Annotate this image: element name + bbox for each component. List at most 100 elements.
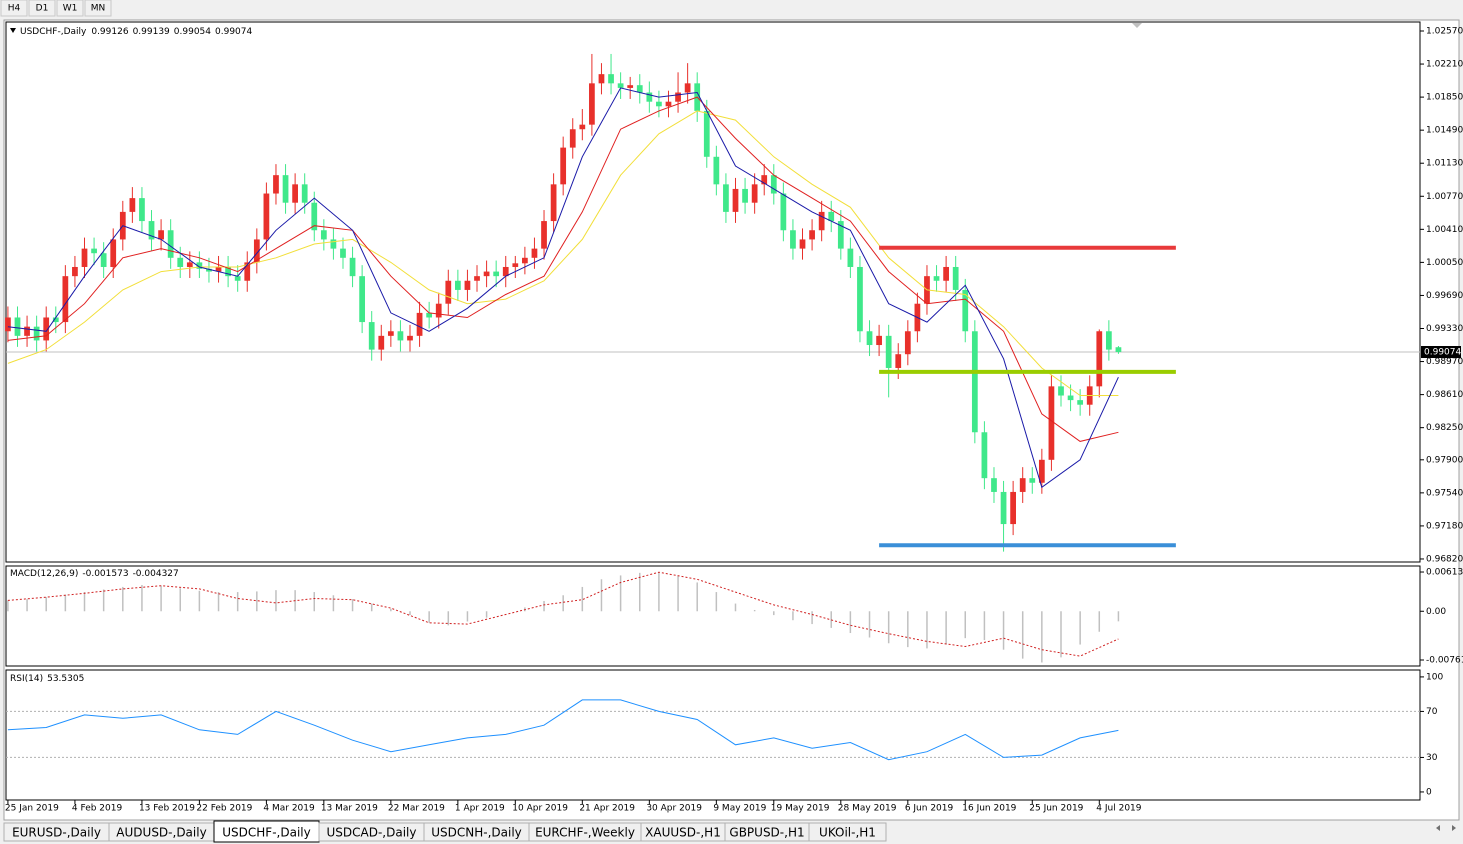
candle-body [1096, 331, 1103, 387]
macd-main-value: -0.001573 [82, 569, 128, 579]
candle-body [483, 271, 490, 277]
candle-body [340, 248, 346, 258]
tab-scroll-left[interactable] [1436, 825, 1440, 831]
tab[interactable]: USDCHF-,Daily [213, 820, 320, 843]
y-tick-label: 1.01130 [1426, 159, 1463, 169]
tab[interactable]: EURCHF-,Weekly [528, 822, 642, 842]
y-tick-label: 0.98610 [1426, 390, 1463, 400]
candle-body [608, 74, 614, 84]
timeframe-button[interactable]: MN [84, 0, 112, 17]
candle-body [751, 184, 758, 203]
timeframe-button[interactable]: H4 [0, 0, 28, 17]
candle-body [636, 85, 643, 93]
candle-body [837, 221, 844, 249]
y-tick-label: 1.01490 [1426, 126, 1463, 136]
candle-body [1038, 459, 1045, 483]
candle-body [129, 198, 136, 212]
candle-body [876, 335, 882, 346]
candle-body [177, 257, 184, 267]
tab-label[interactable]: USDCNH-,Daily [431, 826, 522, 840]
candle-body [703, 110, 710, 157]
x-tick-label: 25 Jan 2019 [5, 804, 59, 814]
y-tick-label: 1.02570 [1426, 26, 1463, 36]
y-tick-label: 0.99330 [1426, 324, 1463, 334]
candle-body [359, 276, 366, 323]
timeframe-button[interactable]: W1 [56, 0, 84, 17]
candle-body [732, 188, 739, 212]
candle-body [646, 92, 653, 102]
tab[interactable]: UKOil-,H1 [808, 822, 887, 842]
tab[interactable]: EURUSD-,Daily [3, 822, 110, 842]
main-pane [5, 21, 1421, 563]
tab-label[interactable]: USDCHF-,Daily [222, 826, 310, 840]
tab-label[interactable]: UKOil-,H1 [819, 826, 876, 840]
button-label[interactable]: D1 [36, 4, 49, 14]
button-frame[interactable] [0, 0, 28, 17]
macd-label: MACD(12,26,9) [10, 569, 78, 579]
rsi-header: RSI(14) 53.5305 [10, 674, 84, 684]
timeframe-button[interactable]: D1 [28, 0, 56, 17]
candle-body [416, 312, 423, 336]
candle-body [435, 303, 442, 318]
button-label[interactable]: H4 [8, 4, 21, 14]
tab-label[interactable]: USDCAD-,Daily [327, 826, 417, 840]
x-tick-label: 22 Mar 2019 [388, 804, 445, 814]
tab[interactable]: AUDUSD-,Daily [108, 822, 215, 842]
candle-body [531, 248, 538, 258]
candle-body [589, 83, 595, 125]
candle-body [349, 257, 356, 277]
candle-body [723, 184, 729, 212]
candle-body [1029, 478, 1036, 483]
tab-label[interactable]: XAUUSD-,H1 [645, 826, 721, 840]
candle-body [665, 101, 672, 107]
candle-body [818, 211, 825, 231]
candle-body [397, 331, 404, 341]
rsi-value: 53.5305 [47, 674, 84, 684]
tab[interactable]: USDCAD-,Daily [318, 822, 425, 842]
tab-label[interactable]: AUDUSD-,Daily [116, 826, 206, 840]
candle-body [522, 257, 528, 264]
button-label[interactable]: MN [91, 4, 106, 14]
y-tick-label: 70 [1426, 707, 1438, 717]
tab-label[interactable]: EURUSD-,Daily [12, 826, 101, 840]
candle-body [263, 193, 270, 240]
y-tick-label: 1.02210 [1426, 60, 1463, 70]
tab-frame[interactable] [808, 822, 887, 842]
macd-signal [7, 571, 1119, 657]
candle-body [857, 266, 863, 332]
tab-label[interactable]: GBPUSD-,H1 [729, 826, 804, 840]
candle-body [378, 335, 385, 350]
button-frame[interactable] [28, 0, 56, 17]
candle-body [139, 198, 145, 222]
tab-label[interactable]: EURCHF-,Weekly [535, 826, 635, 840]
candle-body [981, 432, 988, 479]
candle-body [1077, 400, 1084, 405]
y-tick-label: 0.96820 [1426, 554, 1463, 564]
candle-body [713, 156, 720, 185]
y-tick-label: 0.00 [1426, 607, 1446, 617]
candle-body [110, 239, 117, 267]
header-arrow[interactable] [10, 28, 16, 33]
candle-body [24, 326, 30, 336]
tab[interactable]: USDCNH-,Daily [423, 822, 530, 842]
candle-body [560, 147, 567, 185]
y-tick-label: 0 [1426, 787, 1432, 797]
tab[interactable]: XAUUSD-,H1 [640, 822, 726, 842]
candle-body [206, 268, 212, 272]
moving-average [7, 87, 1119, 489]
candle-body [761, 175, 768, 185]
candle-body [770, 175, 777, 194]
tab-scroll-right[interactable] [1452, 825, 1456, 831]
x-tick-label: 4 Jul 2019 [1096, 804, 1141, 814]
y-tick-label: 0.98970 [1426, 357, 1463, 367]
button-label[interactable]: W1 [63, 4, 78, 14]
button-frame[interactable] [84, 0, 112, 17]
tab[interactable]: GBPUSD-,H1 [724, 822, 810, 842]
candle-body [62, 276, 69, 323]
candle-body [809, 230, 815, 240]
candle-body [1115, 347, 1122, 353]
candle-body [799, 239, 806, 249]
button-frame[interactable] [56, 0, 84, 17]
macd-signal-value: -0.004327 [133, 569, 179, 579]
